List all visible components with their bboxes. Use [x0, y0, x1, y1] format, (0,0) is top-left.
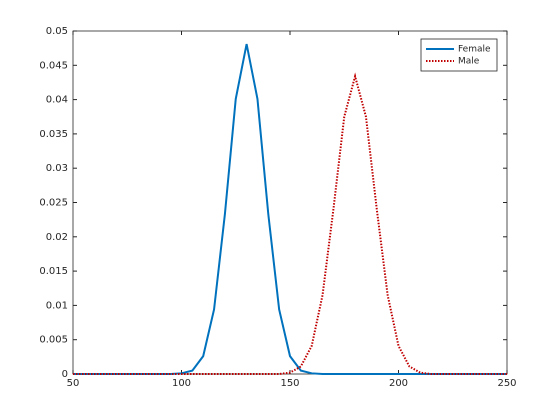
x-tick-label: 150 [280, 378, 299, 389]
legend-label: Female [458, 45, 491, 55]
y-tick-label: 0.05 [46, 26, 68, 37]
y-tick-label: 0.01 [46, 300, 68, 311]
x-tick-label: 250 [497, 378, 516, 389]
legend-label: Male [458, 57, 480, 67]
series-line [73, 72, 507, 375]
y-tick-label: 0.045 [39, 60, 68, 71]
legend-box [420, 38, 498, 72]
y-tick-label: 0.005 [39, 335, 68, 346]
y-tick-label: 0 [62, 369, 68, 380]
y-tick-label: 0.04 [46, 95, 68, 106]
y-tick-label: 0.03 [46, 163, 68, 174]
y-tick-label: 0.015 [39, 266, 68, 277]
legend: Female Male [420, 38, 498, 72]
x-tick-label: 100 [172, 378, 191, 389]
plot-area [72, 30, 508, 375]
x-tick-label: 50 [67, 378, 80, 389]
x-tick-label: 200 [389, 378, 408, 389]
y-tick-label: 0.025 [39, 198, 68, 209]
y-tick-label: 0.035 [39, 129, 68, 140]
y-tick-label: 0.02 [46, 232, 68, 243]
